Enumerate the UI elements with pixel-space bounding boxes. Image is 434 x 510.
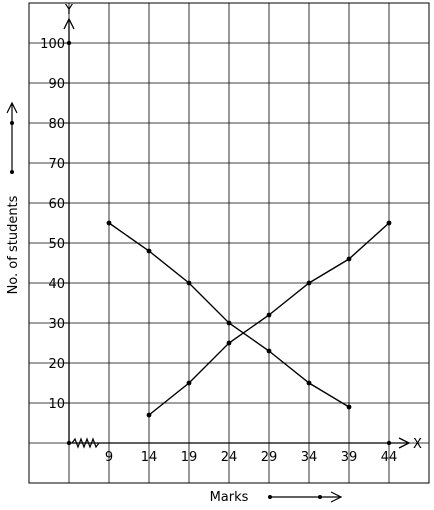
y-axis-letter: Y <box>64 3 73 18</box>
y-tick-label: 60 <box>48 197 65 212</box>
y-tick-label: 80 <box>48 117 65 132</box>
y-tick-label: 70 <box>48 157 65 172</box>
data-point <box>306 280 312 286</box>
data-point <box>146 248 152 254</box>
x-tick-label: 39 <box>341 450 358 465</box>
x-axis-title: Marks <box>210 490 249 505</box>
x-tick-labels: 9 14 19 24 29 34 39 44 <box>105 450 397 465</box>
x-direction-arrow <box>268 491 343 503</box>
x-tick-label: 14 <box>141 450 158 465</box>
data-point <box>346 256 352 262</box>
y-tick-label: 40 <box>48 277 65 292</box>
y-tick-label: 10 <box>48 397 65 412</box>
axis-break-mark <box>71 437 100 449</box>
data-point <box>306 380 312 386</box>
y-axis: Y <box>63 3 75 443</box>
data-point <box>186 280 192 286</box>
y-tick-label: 50 <box>48 237 65 252</box>
series-layer <box>106 220 392 418</box>
y-axis-title: No. of students <box>6 195 21 294</box>
x-axis-end-point <box>386 440 392 446</box>
data-point <box>186 380 192 386</box>
y-tick-label: 90 <box>48 77 65 92</box>
data-point <box>266 312 272 318</box>
x-tick-label: 29 <box>261 450 278 465</box>
data-point <box>106 220 112 226</box>
data-point <box>266 348 272 354</box>
x-axis: X <box>69 437 422 452</box>
data-point <box>386 220 392 226</box>
x-tick-label: 24 <box>221 450 238 465</box>
data-point <box>226 340 232 346</box>
chart-grid <box>28 2 430 484</box>
origin-point <box>66 440 72 446</box>
y-direction-arrow <box>6 101 18 174</box>
y-tick-label: 20 <box>48 357 65 372</box>
data-point <box>226 320 232 326</box>
y-tick-label: 30 <box>48 317 65 332</box>
x-tick-label: 44 <box>381 450 398 465</box>
y-tick-label: 100 <box>40 37 65 52</box>
x-tick-label: 19 <box>181 450 198 465</box>
x-tick-label: 34 <box>301 450 318 465</box>
data-point <box>346 404 352 410</box>
data-point <box>146 412 152 418</box>
x-tick-label: 9 <box>105 450 113 465</box>
x-axis-letter: X <box>413 437 422 452</box>
y-tick-labels: 10 20 30 40 50 60 70 80 90 100 <box>40 37 69 412</box>
